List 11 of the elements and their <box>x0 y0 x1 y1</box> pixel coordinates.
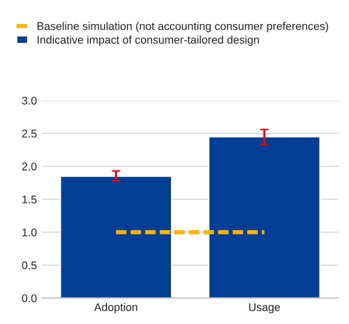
y-tick-label: 2.5 <box>22 130 37 138</box>
legend-label: Indicative impact of consumer-tailored design <box>38 36 259 46</box>
y-tick-label: 2.0 <box>22 162 37 170</box>
legend-label: Baseline simulation (not accounting consumer preferences) <box>38 22 328 32</box>
y-tick-label: 0.5 <box>22 261 37 270</box>
x-tick-label: Adoption <box>94 302 138 314</box>
x-tick-label: Usage <box>249 303 280 314</box>
y-tick-label: 3.0 <box>22 96 37 105</box>
y-tick-label: 1.0 <box>22 228 37 236</box>
y-tick-label: 1.5 <box>22 196 37 204</box>
y-tick-label: 0.0 <box>22 294 37 302</box>
